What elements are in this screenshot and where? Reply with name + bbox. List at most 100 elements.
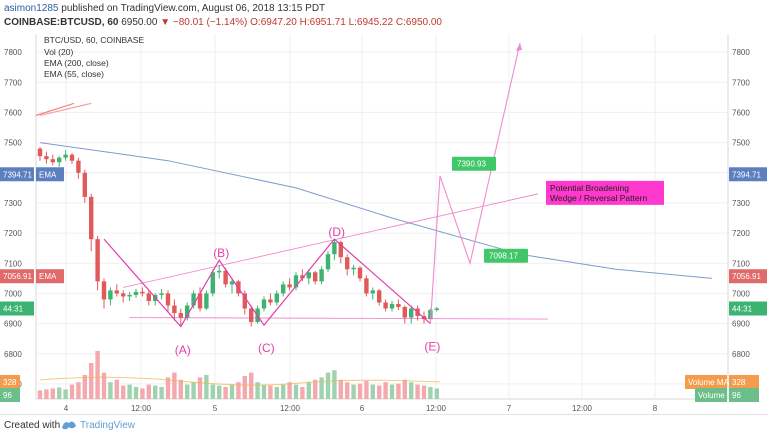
x-tick-label: 5 [213,404,218,413]
old-trendline [35,102,75,116]
candle-body [319,269,324,282]
volume-bar [229,384,235,399]
volume-ma-value-tag-right: 96 [732,391,741,400]
pattern-label-a: (A) [175,343,191,357]
ohlc-readout: O:6947.20 H:6951.71 L:6945.22 C:6950.00 [250,17,442,28]
ema200-price-tag-right-bg [729,167,767,182]
volume-bar [217,385,222,399]
chart-header: asimon1285 published on TradingView.com,… [0,0,768,34]
candle-body [338,242,343,258]
right-axis [728,34,768,399]
volume-bar [210,384,215,399]
y-tick-label-left: 7600 [4,108,22,117]
candle-body [402,306,407,318]
volume-bar [178,379,183,399]
volume-bar [306,382,311,399]
pattern-zigzag [103,238,431,328]
y-tick-label-left: 7800 [4,48,22,57]
support-line [129,317,549,320]
annotation-box [546,180,664,205]
x-tick-label: 7 [507,404,512,413]
ema55-price-tag-right: 7056.91 [732,272,761,281]
volume-bar [409,382,414,399]
volume-bar [114,379,119,399]
y-tick-label-right: 7500 [732,139,750,148]
y-tick-label-right: 6900 [732,320,750,329]
volume-bar [389,384,395,399]
candle-body [210,272,215,294]
projection-path [429,42,521,324]
volume-bar [415,384,420,399]
candle-body [325,254,331,270]
candle-body [114,290,119,294]
volume-bar [76,382,81,399]
volume-bar [370,384,375,399]
candle-body [57,157,62,163]
ema-55-line [39,102,92,117]
price-change: ▼ −80.01 (−1.14%) [160,17,248,28]
candle-body [223,270,228,285]
y-tick-label-right: 7200 [732,229,750,238]
candle-body [345,257,350,270]
volume-bar [261,384,267,399]
volume-bar [428,387,433,399]
y-tick-label-left: 7100 [4,259,22,268]
volume-bar [108,382,113,399]
candle-body [159,293,164,295]
candle-body [306,272,311,279]
x-tick-label: 8 [653,404,658,413]
candle-body [396,303,401,307]
x-tick-label: 12:00 [426,404,447,413]
volume-bar [69,384,75,399]
pattern-label-c: (C) [258,341,275,355]
candle-body [69,154,75,161]
legend-line-2: EMA (200, close) [44,58,109,68]
countdown-tag-right-bg [729,301,767,316]
volume-ma-line [39,376,441,386]
y-tick-label-left: 6800 [4,350,22,359]
candle-body [63,154,68,158]
candle-body [121,293,126,297]
y-tick-label-right: 7000 [732,289,750,298]
countdown-tag-right: 44:31 [732,305,753,314]
target-label: 7390.93 [457,160,486,169]
target-box-bg [484,248,528,263]
pattern-label-b: (B) [213,246,229,260]
last-price: 6950.00 [121,17,158,28]
volume-tag: Volume [698,391,725,400]
price-chart[interactable]: 6700670068006800690069007000700071007100… [0,34,768,414]
ema55-price-tag-left-bg [0,269,34,284]
candle-body [261,299,267,309]
y-tick-label-left: 6900 [4,320,22,329]
candle-body [133,291,139,295]
volume-bar [396,383,401,399]
tradingview-brand[interactable]: TradingView [80,420,136,431]
volume-tag-right: 328 [732,378,746,387]
volume-bar [332,370,337,399]
target-box-bg [452,156,496,171]
ema55-tag-bg [36,269,64,284]
ema200-price-tag-left: 7394.71 [3,170,32,179]
volume-ma-tag-bg [685,375,727,389]
volume-bar [101,372,107,399]
pattern-label-d: (D) [328,225,345,239]
candle-body [95,239,100,282]
volume-bar [121,385,126,399]
candle-body [217,270,222,273]
candle-body [434,308,439,311]
publish-info: published on TradingView.com, August 06,… [61,3,326,14]
candle-body [389,303,395,309]
candle-body [409,308,414,318]
target-label: 7098.17 [489,252,518,261]
volume-bar [313,379,318,399]
y-tick-label-right: 7100 [732,259,750,268]
volume-bar [63,389,68,399]
y-tick-label-right: 7800 [732,48,750,57]
candle-body [274,293,279,303]
candle-body [229,281,235,285]
x-tick-label: 12:00 [131,404,152,413]
candle-body [357,267,363,279]
annotation-text-line-2: Wedge / Reversal Pattern [550,193,647,203]
ema200-price-tag-right: 7394.71 [732,170,761,179]
author-name[interactable]: asimon1285 [4,3,59,14]
